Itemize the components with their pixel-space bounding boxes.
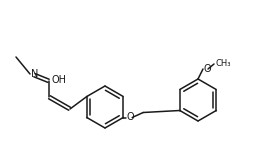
Text: O: O	[126, 112, 134, 122]
Text: N: N	[31, 69, 38, 79]
Text: OH: OH	[51, 75, 66, 85]
Text: O: O	[204, 64, 212, 74]
Text: CH₃: CH₃	[215, 60, 231, 69]
